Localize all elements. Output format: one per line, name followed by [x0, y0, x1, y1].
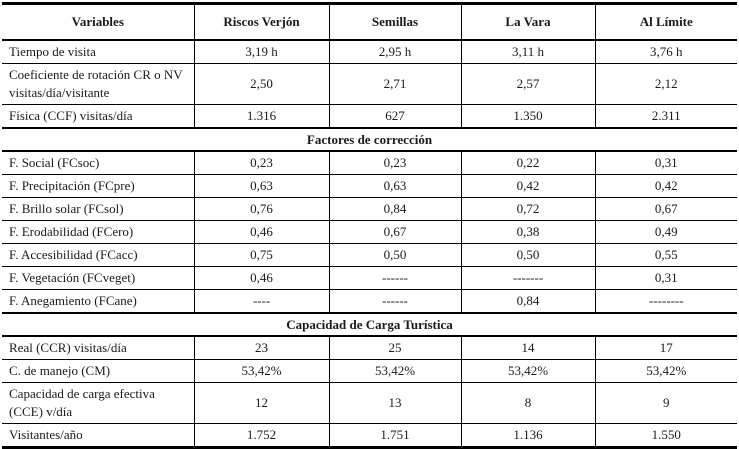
cell-value: 53,42% [329, 359, 462, 383]
cell-value: 0,84 [329, 197, 462, 221]
cell-value: ---- [194, 289, 330, 314]
cell-value: 1.752 [194, 423, 330, 448]
cell-value: 25 [329, 336, 462, 360]
row-label: Tiempo de visita [2, 40, 195, 64]
cell-value: 53,42% [595, 359, 737, 383]
table-row: F. Precipitación (FCpre) 0,63 0,63 0,42 0,42 [2, 174, 737, 198]
cell-value: 23 [194, 336, 330, 360]
cell-value: 0,31 [595, 266, 737, 290]
cell-value: 0,42 [595, 174, 737, 198]
row-label: F. Vegetación (FCveget) [2, 266, 195, 290]
cell-value: 8 [461, 382, 596, 424]
cell-value: 1.316 [194, 104, 330, 129]
row-label: Física (CCF) visitas/día [2, 104, 195, 129]
cell-value: 2,12 [595, 63, 737, 105]
cell-value: 3,19 h [194, 40, 330, 64]
cell-value: 0,67 [329, 220, 462, 244]
cell-value: 0,46 [194, 220, 330, 244]
table-row: Coeficiente de rotación CR o NV visitas/… [2, 63, 737, 105]
row-label: F. Social (FCsoc) [2, 151, 195, 175]
table-row: Tiempo de visita 3,19 h 2,95 h 3,11 h 3,76 h [2, 40, 737, 64]
row-label: F. Anegamiento (FCane) [2, 289, 195, 314]
row-label: C. de manejo (CM) [2, 359, 195, 383]
table-row: F. Erodabilidad (FCero) 0,46 0,67 0,38 0,49 [2, 220, 737, 244]
section-header-row: Capacidad de Carga Turística [2, 312, 737, 337]
cell-value: 1.751 [329, 423, 462, 448]
cell-value: ------- [461, 266, 596, 290]
cell-value: 0,46 [194, 266, 330, 290]
cell-value: 13 [329, 382, 462, 424]
cell-value: 0,38 [461, 220, 596, 244]
cell-value: 3,76 h [595, 40, 737, 64]
cell-value: 3,11 h [461, 40, 596, 64]
cell-value: 53,42% [194, 359, 330, 383]
column-header-site: Al Límite [595, 3, 737, 41]
table-row: F. Brillo solar (FCsol) 0,76 0,84 0,72 0,67 [2, 197, 737, 221]
cell-value: 0,49 [595, 220, 737, 244]
row-label: F. Accesibilidad (FCacc) [2, 243, 195, 267]
row-label: Real (CCR) visitas/día [2, 336, 195, 360]
section-header: Capacidad de Carga Turística [2, 312, 737, 337]
cell-value: 1.550 [595, 423, 737, 448]
cell-value: 2,71 [329, 63, 462, 105]
section-header: Factores de corrección [2, 127, 737, 152]
table-row: F. Anegamiento (FCane) ---- ------ 0,84 ----… [2, 289, 737, 314]
cell-value: 0,50 [461, 243, 596, 267]
column-header-site: La Vara [461, 3, 596, 41]
table-row: Capacidad de carga efectiva (CCE) v/día 1… [2, 382, 737, 424]
column-header-site: Riscos Verjón [194, 3, 330, 41]
cell-value: 0,23 [329, 151, 462, 175]
cell-value: 1.350 [461, 104, 596, 129]
row-label: F. Brillo solar (FCsol) [2, 197, 195, 221]
row-label: Visitantes/año [2, 423, 195, 448]
cell-value: 0,84 [461, 289, 596, 314]
column-header-variables: Variables [2, 3, 195, 41]
cell-value: 627 [329, 104, 462, 129]
table-row: Visitantes/año 1.752 1.751 1.136 1.550 [2, 423, 737, 448]
cell-value: 0,63 [329, 174, 462, 198]
cell-value: 2.311 [595, 104, 737, 129]
cell-value: 0,55 [595, 243, 737, 267]
cell-value: 1.136 [461, 423, 596, 448]
row-label: Coeficiente de rotación CR o NV visitas/… [2, 63, 195, 105]
cell-value: -------- [595, 289, 737, 314]
table-row: F. Accesibilidad (FCacc) 0,75 0,50 0,50 0,55 [2, 243, 737, 267]
table-row: Física (CCF) visitas/día 1.316 627 1.350 2.3… [2, 104, 737, 129]
table-row: Real (CCR) visitas/día 23 25 14 17 [2, 336, 737, 360]
cell-value: 0,76 [194, 197, 330, 221]
table-row: F. Social (FCsoc) 0,23 0,23 0,22 0,31 [2, 151, 737, 175]
cell-value: 0,23 [194, 151, 330, 175]
cell-value: 2,57 [461, 63, 596, 105]
row-label: Capacidad de carga efectiva (CCE) v/día [2, 382, 195, 424]
cell-value: 0,75 [194, 243, 330, 267]
cell-value: 17 [595, 336, 737, 360]
cell-value: ------ [329, 266, 462, 290]
table-row: F. Vegetación (FCveget) 0,46 ------ -------… [2, 266, 737, 290]
row-label: F. Erodabilidad (FCero) [2, 220, 195, 244]
cell-value: 0,42 [461, 174, 596, 198]
cell-value: 2,95 h [329, 40, 462, 64]
cell-value: 12 [194, 382, 330, 424]
header-row: Variables Riscos Verjón Semillas La Vara Al … [2, 3, 737, 41]
cell-value: 0,72 [461, 197, 596, 221]
cell-value: 9 [595, 382, 737, 424]
cell-value: 2,50 [194, 63, 330, 105]
table-row: C. de manejo (CM) 53,42% 53,42% 53,42% 53,42… [2, 359, 737, 383]
cell-value: ------ [329, 289, 462, 314]
cell-value: 14 [461, 336, 596, 360]
section-header-row: Factores de corrección [2, 127, 737, 152]
row-label: F. Precipitación (FCpre) [2, 174, 195, 198]
cell-value: 53,42% [461, 359, 596, 383]
cell-value: 0,67 [595, 197, 737, 221]
cell-value: 0,31 [595, 151, 737, 175]
column-header-site: Semillas [329, 3, 462, 41]
cell-value: 0,63 [194, 174, 330, 198]
cell-value: 0,50 [329, 243, 462, 267]
cell-value: 0,22 [461, 151, 596, 175]
